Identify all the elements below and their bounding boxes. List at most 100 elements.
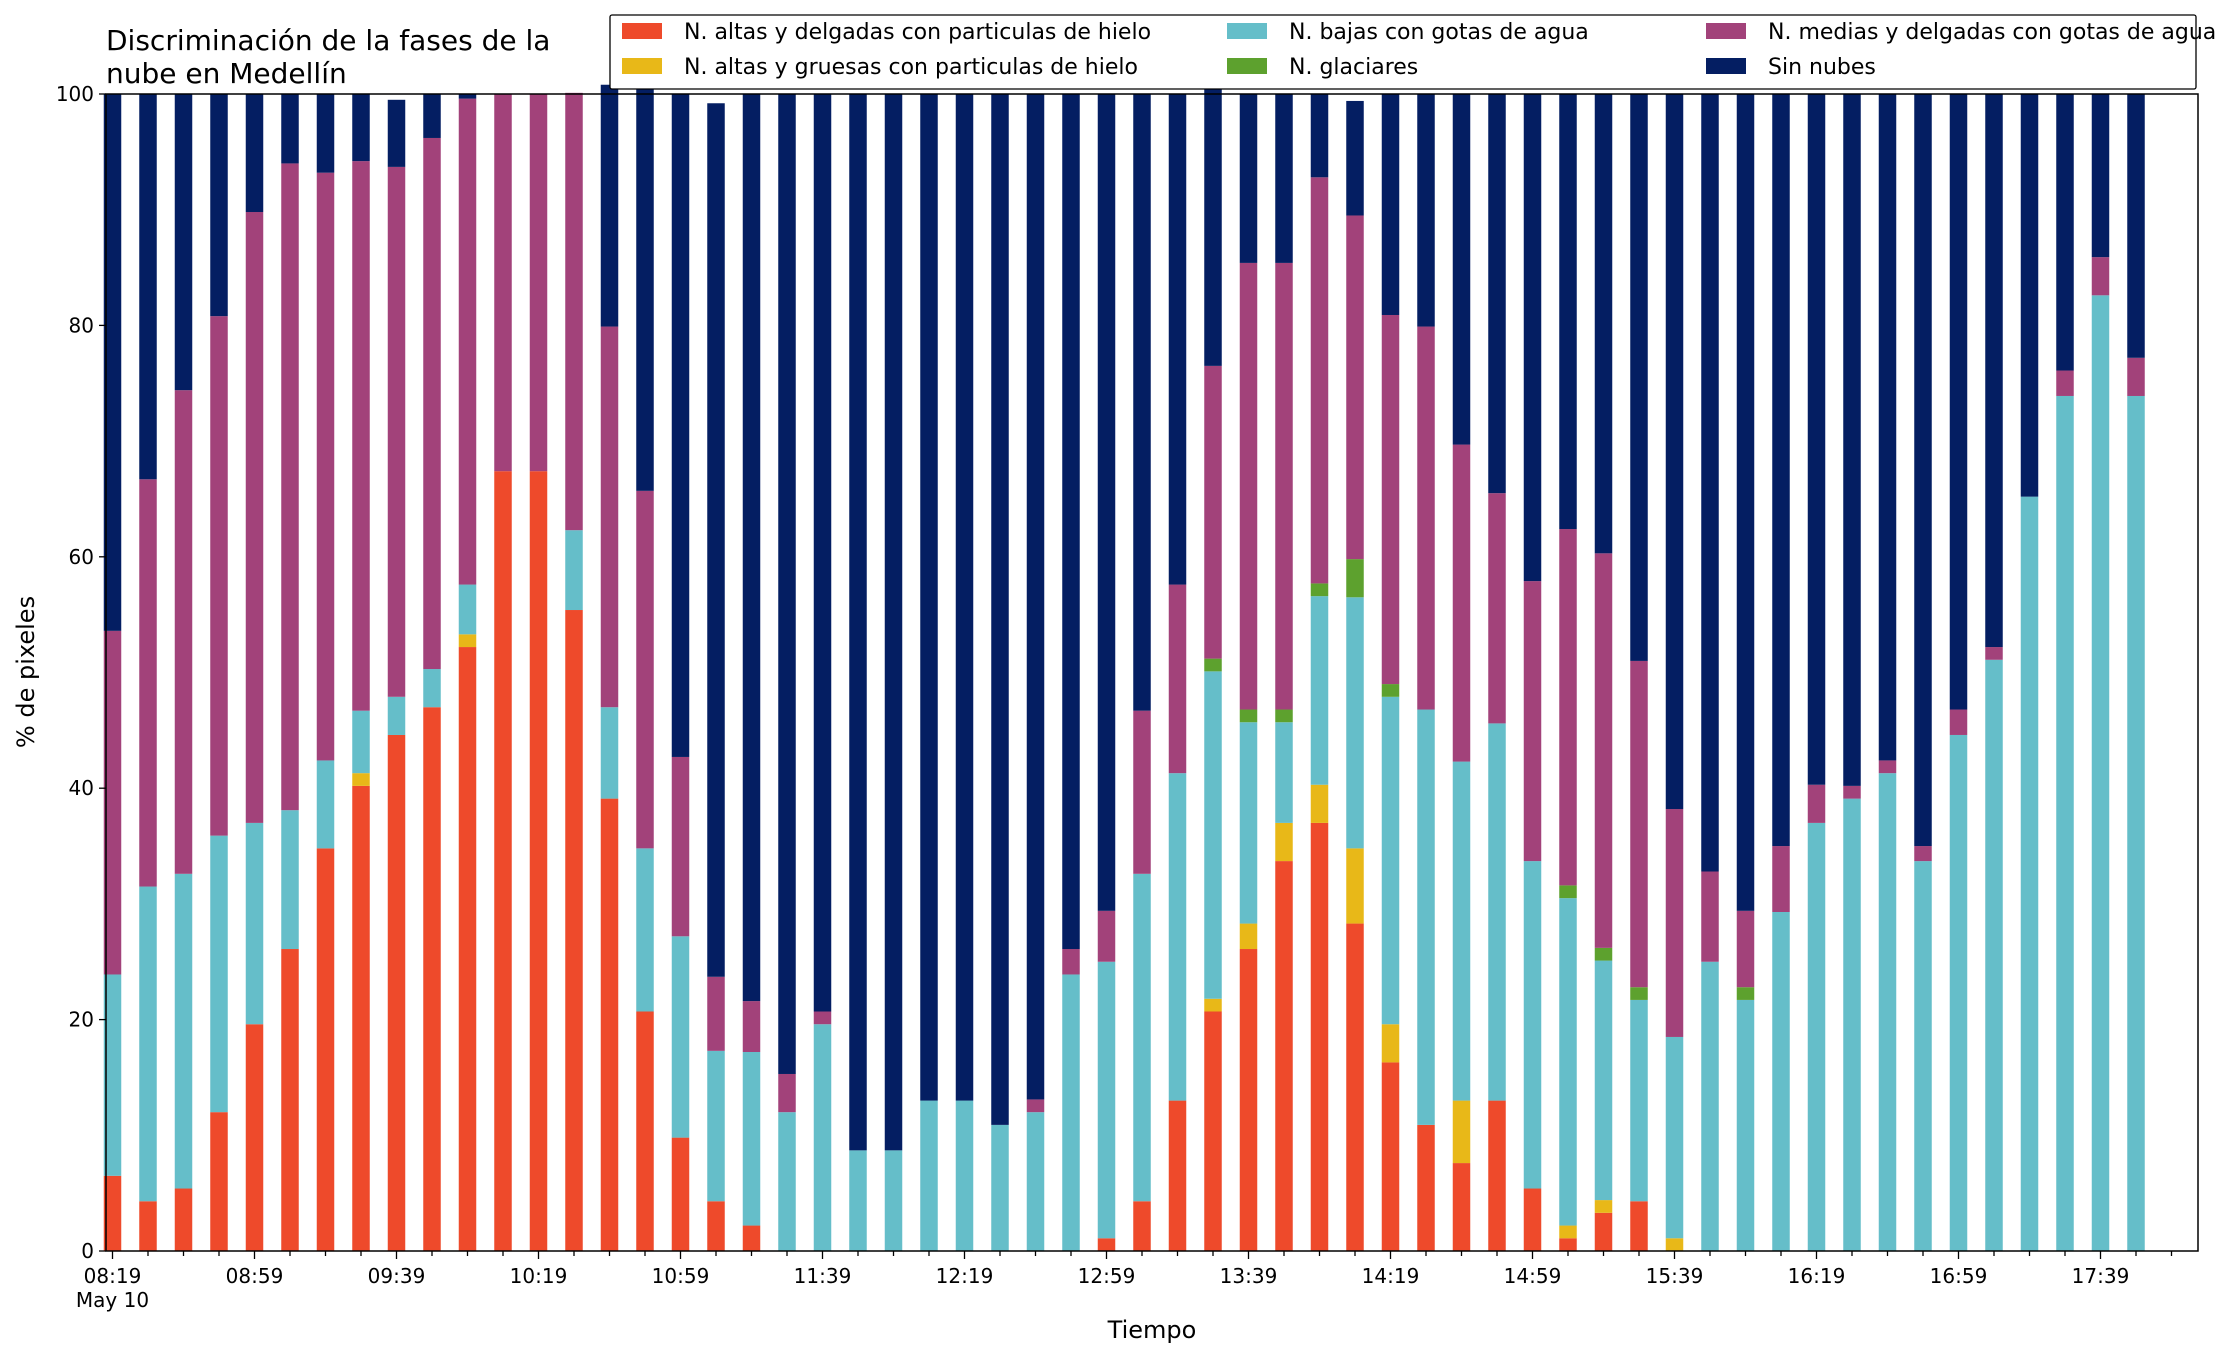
bar-segment (1168, 1100, 1187, 1251)
bar-segment (1559, 898, 1577, 1226)
bar-segment (103, 1175, 122, 1251)
bar-segment (352, 161, 370, 711)
bar-segment (1772, 94, 1790, 847)
x-tick-label: 12:59 (1078, 1264, 1136, 1288)
bar-segment (1310, 583, 1329, 597)
bar-segment (2127, 395, 2145, 1252)
bar-segment (1665, 1238, 1684, 1251)
bar-segment (281, 949, 299, 1251)
x-date-label: May 10 (76, 1288, 149, 1312)
bar-segment (1807, 94, 1826, 785)
legend-label: Sin nubes (1768, 55, 1876, 80)
bar-segment (1701, 871, 1719, 962)
bar-segment (1026, 1099, 1045, 1113)
bar-segment (1559, 529, 1577, 886)
bar-segment (1594, 1212, 1613, 1251)
bar-segment (1452, 1163, 1471, 1251)
bar-segment (1843, 785, 1861, 799)
bar-segment (1097, 910, 1116, 962)
bar-segment (1310, 822, 1329, 1251)
bar-segment (139, 886, 157, 1202)
bar-segment (1204, 671, 1222, 999)
bar-segment (671, 756, 690, 937)
bar-segment (671, 94, 690, 757)
bar-segment (316, 94, 335, 173)
bar-segment (565, 92, 583, 531)
bar-segment (2056, 94, 2074, 371)
bar-segment (1239, 709, 1258, 723)
bar-segment (387, 734, 406, 1251)
legend-label: N. altas y delgadas con particulas de hi… (684, 20, 1151, 45)
bar-segment (1381, 684, 1400, 697)
x-tick-label: 10:59 (652, 1264, 710, 1288)
bar-segment (1168, 94, 1187, 585)
bar-segment (1878, 760, 1897, 774)
bar-segment (955, 1100, 974, 1251)
bar-segment (103, 94, 122, 631)
bar-segment (2056, 370, 2074, 396)
y-axis-label: % de pixeles (12, 596, 40, 748)
bar-segment (2091, 295, 2110, 1251)
bar-segment (1594, 960, 1613, 1201)
bar-segment (1062, 94, 1080, 950)
bar-segment (707, 976, 725, 1051)
bar-segment (991, 94, 1009, 1125)
bar-segment (1275, 262, 1293, 710)
bar-segment (1665, 809, 1684, 1037)
bar-segment (1239, 262, 1258, 710)
bar-segment (1026, 94, 1045, 1100)
chart-title-line-1: Discriminación de la fases de la (106, 24, 550, 57)
bar-segment (1949, 734, 1968, 1251)
bar-segment (600, 707, 619, 799)
bar-segment (1594, 553, 1613, 948)
bar-segment (352, 785, 370, 1251)
bar-segment (2056, 395, 2074, 1252)
bars-layer (103, 83, 2145, 1252)
bar-segment (1701, 94, 1719, 872)
bar-segment (458, 647, 477, 1251)
bar-segment (423, 137, 441, 670)
bar-segment (813, 94, 832, 1012)
bar-segment (1594, 94, 1613, 554)
bar-segment (281, 94, 299, 164)
bar-segment (849, 94, 867, 1151)
bar-segment (210, 835, 228, 1113)
bar-segment (565, 530, 583, 611)
bar-segment (1381, 1024, 1400, 1063)
bar-segment (1452, 1100, 1471, 1164)
bar-segment (387, 99, 406, 167)
bar-segment (2091, 257, 2110, 296)
bar-segment (1807, 784, 1826, 823)
bar-segment (1381, 94, 1400, 315)
bar-segment (210, 1112, 228, 1251)
bar-segment (2127, 357, 2145, 396)
bar-segment (742, 1052, 761, 1226)
bar-segment (423, 669, 441, 708)
bar-segment (245, 1024, 264, 1251)
bar-segment (1630, 94, 1648, 661)
legend-box (609, 14, 2197, 90)
bar-segment (1985, 647, 2003, 660)
bar-segment (1381, 1062, 1400, 1251)
bar-segment (778, 1112, 796, 1251)
bar-segment (423, 707, 441, 1251)
bar-segment (1559, 1225, 1577, 1239)
chart-title-line-2: nube en Medellín (106, 57, 347, 90)
bar-segment (1807, 822, 1826, 1251)
bar-segment (245, 822, 264, 1025)
bar-segment (884, 1150, 903, 1251)
bar-segment (174, 873, 193, 1189)
bar-segment (1630, 660, 1648, 988)
bar-segment (778, 1073, 796, 1113)
bar-segment (1559, 94, 1577, 530)
bar-segment (600, 798, 619, 1251)
bar-segment (1594, 947, 1613, 961)
bar-segment (600, 84, 619, 327)
bar-segment (671, 1137, 690, 1251)
bar-segment (1204, 658, 1222, 672)
bar-segment (387, 166, 406, 697)
bar-segment (174, 94, 193, 391)
bar-segment (1275, 94, 1293, 263)
bar-segment (1736, 94, 1755, 911)
